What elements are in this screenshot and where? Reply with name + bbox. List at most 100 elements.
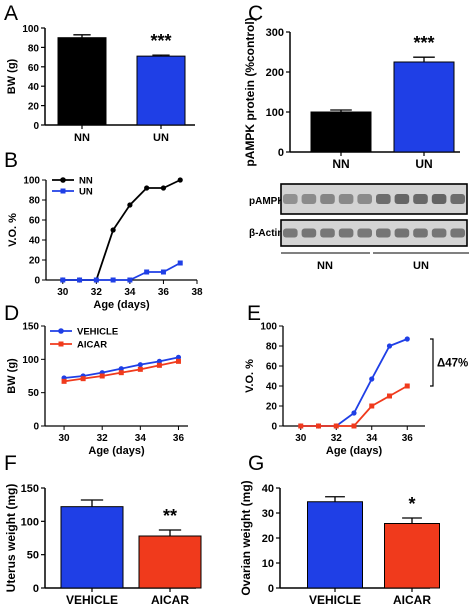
panel-a-y-tick-label: 60 (28, 63, 40, 74)
panel-c-category-label-2: UN (415, 157, 432, 171)
blot-label-actin: β-Actin (249, 228, 283, 239)
panel-d-series-2-point (137, 366, 143, 372)
blot-band-actin (283, 228, 298, 238)
panel-f-bar-2 (138, 535, 202, 589)
panel-b-series-1-point (177, 177, 183, 183)
panel-b-series-2-point (77, 277, 83, 283)
panel-b-series-2-point (93, 277, 99, 283)
panel-e-y-tick-label: 40 (266, 382, 278, 393)
panel-b-legend-label-2: UN (79, 187, 93, 198)
panel-f-y-tick-label: 0 (33, 583, 39, 595)
panel-g-y-tick-label: 40 (262, 483, 274, 495)
panel-d-series-2-point (80, 376, 86, 382)
panel-a-y-tick-label: 40 (28, 82, 40, 93)
panel-e-y-tick-label: 100 (260, 322, 277, 333)
panel-g-bar-1 (307, 501, 363, 589)
panel-c-bar-2 (393, 61, 455, 153)
blot-band-pampk (394, 194, 410, 204)
panel-e-series-1-point (351, 410, 357, 416)
panel-e-series-2-point (404, 383, 410, 389)
panel-letter-a: A (4, 2, 18, 25)
panel-a-bar-2 (136, 55, 186, 126)
panel-b-x-tick-label: 36 (158, 287, 170, 298)
panel-f-bar-1 (60, 506, 124, 589)
panel-d-series-1-point (118, 366, 124, 372)
panel-g-y-tick-label: 30 (262, 508, 274, 520)
panel-e-y-tick-label: 60 (266, 362, 278, 373)
panel-d-series-2-point (99, 373, 105, 379)
blot-band-actin (450, 228, 465, 238)
panel-b-series-1-point (127, 202, 133, 208)
panel-a-category-label-1: NN (74, 132, 90, 144)
panel-letter-g: G (248, 452, 264, 475)
panel-d-x-tick-label: 34 (135, 433, 147, 444)
panel-e-delta-label: Δ47% (437, 358, 468, 370)
panel-e-y-tick-label: 80 (266, 342, 278, 353)
panel-b-series-2-point (60, 277, 66, 283)
panel-b-y-tick-label: 100 (23, 176, 40, 187)
panel-g-bar-chart: 0 10 20 30 40 Ovarian weight (mg) VEHICLE AICAR… (239, 480, 440, 607)
western-blot: pAMPK β-Actin NN UN (249, 183, 469, 272)
blot-band-actin (376, 228, 391, 238)
panel-b-y-axis-label: V.O. % (7, 213, 19, 247)
blot-group-label-un: UN (413, 260, 429, 272)
panel-d-legend-marker-1 (58, 328, 64, 334)
panel-letter-e: E (247, 302, 261, 325)
panel-b-legend-marker-1 (60, 177, 66, 183)
panel-c-y-tick-label: 300 (266, 27, 284, 39)
panel-c-y-tick-label: 0 (278, 147, 284, 159)
panel-b-y-tick-label: 0 (34, 276, 40, 287)
panel-d-y-tick-label: 50 (28, 388, 40, 399)
panel-a-y-tick-label: 20 (28, 102, 40, 113)
blot-band-pampk (431, 194, 447, 204)
panel-a-bar-chart: 0 20 40 60 80 100 BW (g) NN UN *** (6, 24, 195, 144)
panel-e-delta-bracket (430, 338, 434, 387)
panel-d-series-2-point (175, 358, 181, 364)
panel-e-series-2-point (369, 403, 375, 409)
panel-b-y-tick-label: 60 (29, 216, 41, 227)
panel-e-y-tick-label: 0 (271, 422, 277, 433)
blot-band-actin (394, 228, 410, 238)
panel-d-series-1-point (175, 354, 182, 360)
panel-b-legend-label-1: NN (79, 176, 93, 187)
panel-e-series-1-point (386, 343, 393, 349)
panel-g-category-label-2: AICAR (393, 593, 431, 607)
blot-band-actin (320, 228, 335, 238)
panel-g-y-tick-label: 0 (268, 583, 274, 595)
panel-e-series-2-point (351, 423, 357, 429)
panel-b-x-tick-label: 30 (57, 287, 69, 298)
panel-d-y-axis-label: BW (g) (6, 358, 18, 394)
panel-d-x-tick-label: 30 (59, 433, 71, 444)
panel-b-x-axis-label: Age (days) (93, 299, 150, 311)
panel-g-y-tick-label: 10 (262, 558, 274, 570)
panel-letter-b: B (4, 149, 18, 172)
panel-d-x-tick-label: 36 (173, 433, 185, 444)
panel-d-series-1-point (137, 362, 143, 368)
blot-band-pampk (338, 194, 354, 204)
panel-e-series-1-point (369, 376, 375, 382)
panel-f-category-label-2: AICAR (151, 593, 189, 607)
panel-f-significance: ** (163, 506, 177, 526)
blot-band-pampk (376, 194, 391, 204)
panel-d-series-1-point (156, 358, 162, 364)
panel-c-category-label-1: NN (332, 157, 349, 171)
panel-e-series-2-point (333, 423, 339, 429)
panel-letter-f: F (4, 452, 17, 475)
panel-e-y-axis-label: V.O. % (244, 359, 256, 393)
panel-b-series-2-point (110, 277, 116, 283)
panel-a-bar-1 (57, 37, 107, 126)
panel-e-line-chart: 0 20 40 60 80 100 30 32 34 36 Age (days) V.O. % Δ47% (244, 322, 468, 458)
panel-c-significance: *** (413, 33, 434, 53)
panel-b-series-2-point (160, 269, 166, 275)
panel-b-x-tick-label: 38 (191, 287, 203, 298)
panel-c-y-tick-label: 200 (266, 67, 284, 79)
blot-band-pampk (450, 194, 465, 204)
blot-label-pampk: pAMPK (249, 196, 285, 207)
blot-band-actin (413, 228, 428, 238)
panel-a-y-axis-label: BW (g) (6, 58, 18, 94)
panel-e-series-1-point (404, 336, 410, 342)
panel-e-x-tick-label: 36 (402, 433, 414, 444)
panel-d-series-2-point (61, 378, 67, 384)
panel-c-y-axis-label: pAMPK protein (%control) (243, 17, 257, 166)
